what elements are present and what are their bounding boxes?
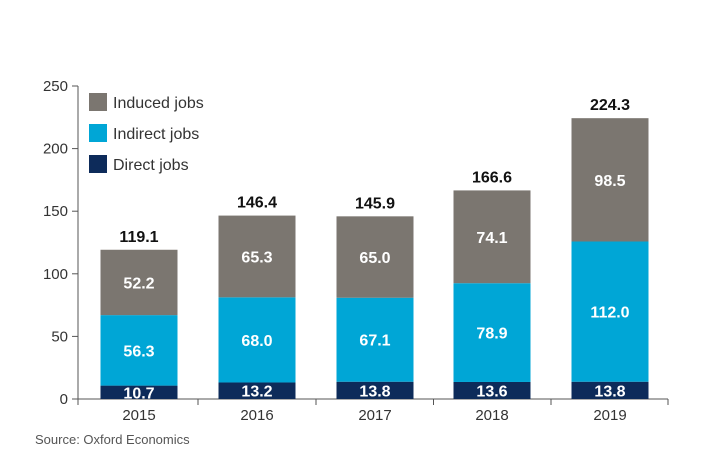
data-label: 68.0 xyxy=(241,333,272,350)
total-label: 166.6 xyxy=(472,169,512,186)
bar-segment-indirect-jobs xyxy=(336,297,414,382)
y-tick-label: 250 xyxy=(43,78,68,95)
bars: 10.7 56.3 52.2 119.1 13.2 68.0 65.3 146.4 13.8 67… xyxy=(100,97,649,402)
total-label: 146.4 xyxy=(237,195,277,212)
data-label: 56.3 xyxy=(123,343,154,360)
x-tick-label: 2018 xyxy=(475,407,508,424)
legend-swatch xyxy=(89,155,107,173)
data-label: 65.0 xyxy=(359,250,390,267)
axes: 0 50 100 150 200 250 2015 2016 2017 2018 2019 xyxy=(43,78,669,424)
legend-swatch xyxy=(89,124,107,142)
x-tick-label: 2015 xyxy=(122,407,155,424)
bar-segment-induced-jobs xyxy=(218,215,296,298)
source-note: Source: Oxford Economics xyxy=(35,432,190,447)
bar-segment-induced-jobs xyxy=(100,249,178,316)
legend-swatch xyxy=(89,93,107,111)
y-tick-label: 150 xyxy=(43,203,68,220)
y-tick-label: 50 xyxy=(51,328,68,345)
y-tick-label: 0 xyxy=(60,391,68,408)
x-tick-label: 2017 xyxy=(358,407,391,424)
data-label: 52.2 xyxy=(123,275,154,292)
data-label: 10.7 xyxy=(123,385,154,402)
bar-segment-indirect-jobs xyxy=(218,297,296,383)
data-label: 65.3 xyxy=(241,249,272,266)
bar-segment-induced-jobs xyxy=(336,216,414,298)
data-label: 13.6 xyxy=(476,383,507,400)
legend-label: Induced jobs xyxy=(113,95,204,112)
x-tick-label: 2016 xyxy=(240,407,273,424)
total-label: 145.9 xyxy=(355,195,395,212)
total-label: 224.3 xyxy=(590,97,630,114)
y-tick-label: 100 xyxy=(43,266,68,283)
bar-segment-induced-jobs xyxy=(571,118,649,242)
bar-segment-direct-jobs xyxy=(571,381,649,399)
bar-segment-induced-jobs xyxy=(453,190,531,284)
bar-segment-indirect-jobs xyxy=(571,241,649,382)
data-label: 98.5 xyxy=(594,173,625,190)
data-label: 13.8 xyxy=(594,383,625,400)
x-tick-label: 2019 xyxy=(593,407,626,424)
bar-segment-indirect-jobs xyxy=(453,283,531,382)
data-label: 112.0 xyxy=(590,305,629,322)
data-label: 13.2 xyxy=(241,384,272,401)
data-label: 74.1 xyxy=(476,230,507,247)
data-label: 67.1 xyxy=(359,333,390,350)
bar-segment-indirect-jobs xyxy=(100,315,178,386)
bar-segment-direct-jobs xyxy=(336,381,414,399)
legend-label: Indirect jobs xyxy=(113,126,199,143)
data-label: 13.8 xyxy=(359,383,390,400)
bar-segment-direct-jobs xyxy=(100,385,178,399)
bar-segment-direct-jobs xyxy=(218,382,296,399)
data-label: 78.9 xyxy=(476,326,507,343)
y-tick-label: 200 xyxy=(43,141,68,158)
legend-label: Direct jobs xyxy=(113,157,189,174)
bar-segment-direct-jobs xyxy=(453,381,531,399)
total-label: 119.1 xyxy=(119,229,158,246)
legend: Induced jobs Indirect jobs Direct jobs xyxy=(89,93,204,174)
